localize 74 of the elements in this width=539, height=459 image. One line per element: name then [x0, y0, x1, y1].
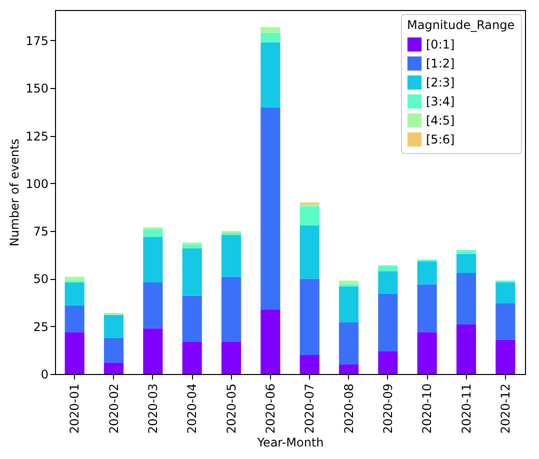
bar: [143, 282, 163, 328]
legend-label: [0:1]: [426, 38, 455, 52]
bar: [378, 265, 398, 272]
bar: [143, 236, 163, 283]
bar: [378, 294, 398, 352]
bar: [456, 272, 476, 324]
bar: [64, 332, 84, 374]
bar: [260, 107, 280, 310]
bar: [64, 282, 84, 306]
bar: [456, 324, 476, 374]
x-tick-label: 2020-11: [459, 384, 474, 434]
bar: [338, 322, 359, 364]
y-tick-label: 25: [33, 320, 48, 334]
x-tick-label: 2020-07: [302, 384, 317, 434]
bar: [417, 262, 437, 284]
legend-label: [5:6]: [426, 132, 455, 146]
y-tick-label: 0: [40, 368, 48, 382]
legend-label: [3:4]: [426, 94, 455, 108]
bar: [417, 332, 437, 374]
y-tick-label: 75: [33, 224, 48, 239]
bar: [221, 276, 242, 342]
y-tick-label: 125: [26, 129, 48, 144]
bar: [221, 234, 242, 277]
bar: [260, 27, 280, 33]
x-tick-label: 2020-10: [420, 384, 434, 434]
bar: [338, 286, 359, 323]
x-tick-label: 2020-02: [106, 384, 121, 434]
x-tick-label: 2020-06: [263, 384, 278, 434]
legend-label: [4:5]: [426, 114, 455, 128]
bar: [417, 284, 437, 332]
y-tick-label: 175: [26, 34, 48, 48]
x-tick-label: 2020-01: [68, 384, 82, 434]
bar: [104, 362, 124, 374]
bar: [182, 342, 202, 374]
bar: [496, 303, 516, 340]
bar: [456, 254, 476, 273]
bar: [143, 229, 163, 237]
x-tick-label: 2020-03: [146, 384, 160, 434]
bar: [182, 244, 202, 248]
legend-label: [1:2]: [426, 56, 455, 70]
y-tick-label: 50: [33, 272, 48, 286]
x-tick-label: 2020-05: [224, 384, 238, 434]
bar: [378, 351, 398, 374]
bar: [300, 278, 320, 355]
bar: [300, 206, 320, 226]
bar: [143, 328, 163, 374]
y-tick-label: 150: [26, 82, 48, 96]
bar: [64, 305, 84, 332]
x-axis-title: Year-Month: [256, 436, 324, 450]
bar: [221, 342, 242, 374]
bar: [104, 338, 124, 363]
bar: [300, 225, 320, 279]
bar: [300, 354, 320, 374]
bar: [338, 280, 359, 284]
bar: [104, 314, 124, 338]
y-tick-label: 100: [26, 176, 48, 191]
bar: [496, 340, 516, 374]
bar: [496, 282, 516, 304]
bar: [182, 248, 202, 296]
x-tick-label: 2020-09: [380, 384, 395, 434]
bar: [338, 364, 359, 374]
bar: [378, 271, 398, 294]
x-tick-label: 2020-04: [185, 384, 200, 434]
x-tick-label: 2020-08: [342, 384, 356, 434]
bar: [260, 309, 280, 374]
x-tick-label: 2020-12: [498, 384, 512, 434]
bar: [182, 296, 202, 342]
bar: [64, 276, 84, 281]
bar: [260, 42, 280, 108]
legend-title: Magnitude_Range: [407, 18, 515, 32]
bar: [260, 32, 280, 42]
legend-label: [2:3]: [426, 76, 455, 90]
bar: [456, 250, 476, 254]
y-axis-title: Number of events: [8, 138, 22, 246]
